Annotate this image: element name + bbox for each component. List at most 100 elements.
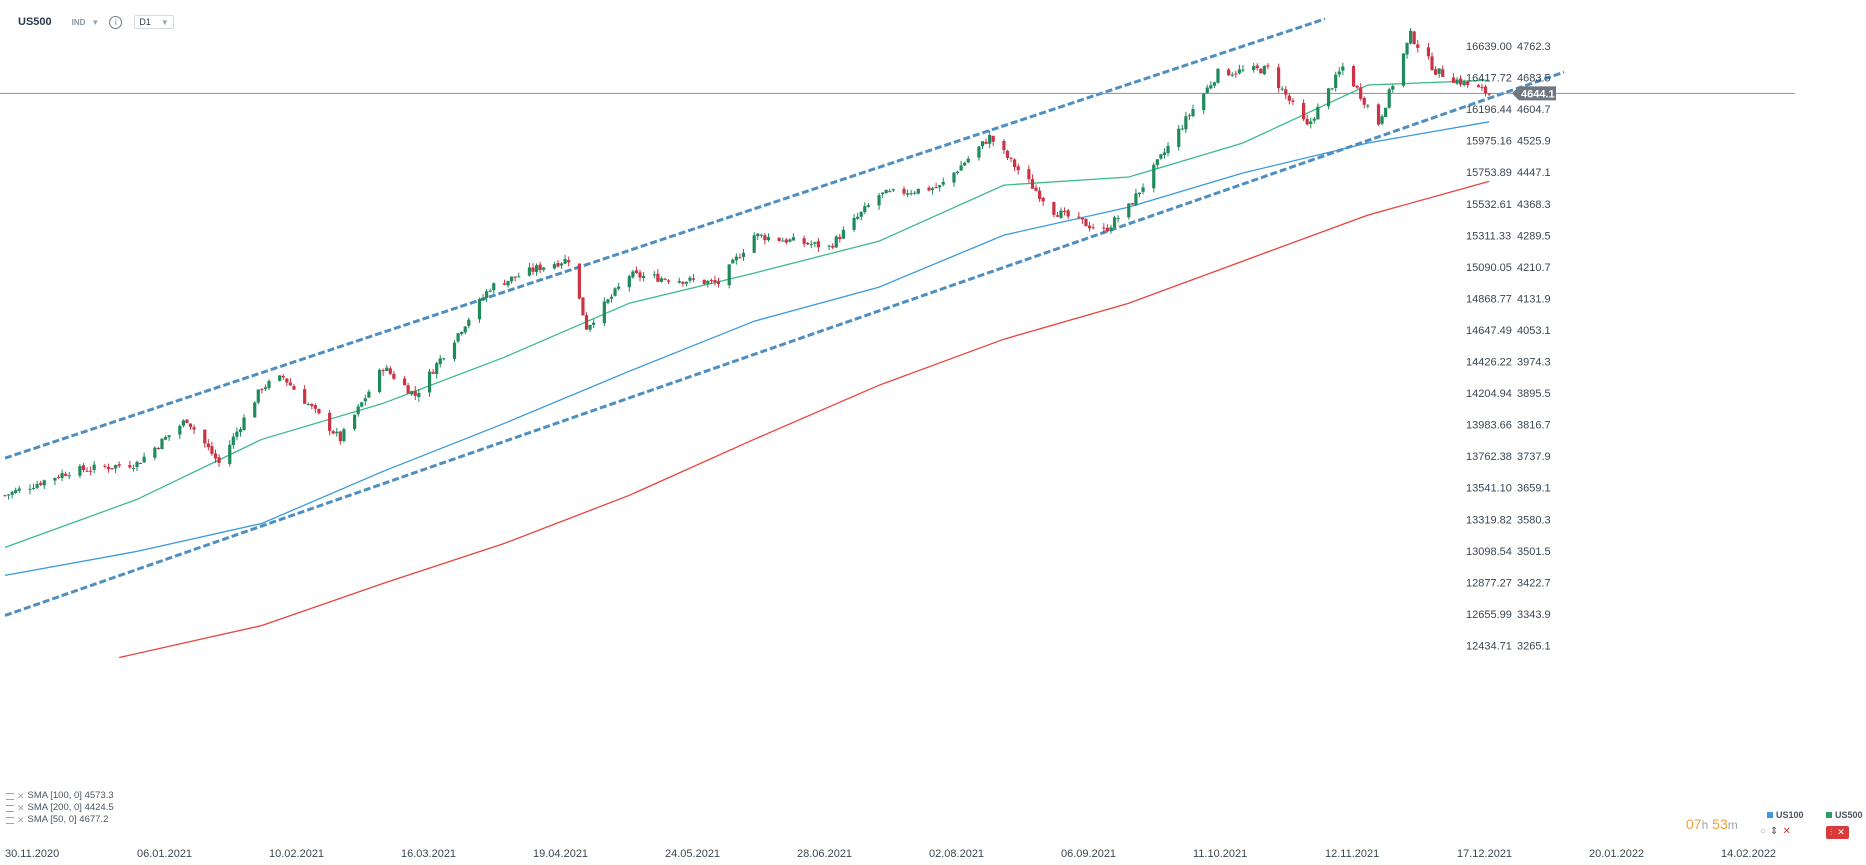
candle-down: [313, 405, 317, 409]
candle-up: [781, 240, 785, 242]
candle-up: [909, 193, 913, 195]
candle-down: [39, 482, 43, 485]
info-icon[interactable]: i: [109, 15, 123, 29]
settings-icon[interactable]: [6, 804, 14, 812]
candle-up: [78, 466, 82, 476]
candle-up: [941, 181, 945, 185]
candle-up: [67, 475, 71, 477]
symbol-label[interactable]: US500: [18, 16, 52, 28]
candle-up: [606, 299, 610, 303]
candle-up: [913, 192, 917, 194]
chevron-down-icon[interactable]: ▼: [91, 17, 100, 27]
candle-up: [492, 283, 496, 291]
candle-up: [1384, 107, 1388, 117]
candle-down: [402, 378, 407, 386]
x-tick-label: 12.11.2021: [1325, 848, 1379, 860]
circle-icon[interactable]: ○: [1760, 826, 1767, 837]
price-tag-shape: [1512, 86, 1556, 101]
candle-up: [367, 391, 371, 398]
candle-up: [267, 380, 271, 389]
candle-down: [1458, 78, 1463, 85]
candle-down: [185, 419, 189, 423]
y-tick-label: 3974.3: [1517, 357, 1551, 369]
y-tick-label-secondary: 14647.49: [1466, 325, 1512, 337]
candle-up: [1202, 93, 1206, 111]
candle-down: [567, 260, 571, 263]
candle-up: [1341, 66, 1345, 71]
candle-up: [410, 391, 414, 395]
settings-icon[interactable]: [6, 792, 14, 800]
legend-row[interactable]: ✕ SMA [200, 0] 4424.5: [6, 802, 114, 814]
candle-down: [1305, 119, 1309, 125]
candle-up: [659, 278, 664, 282]
candle-down: [413, 390, 417, 396]
instrument-tools: ⫶ ✕: [1826, 826, 1849, 839]
legend-row[interactable]: ✕ SMA [50, 0] 4677.2: [6, 814, 114, 826]
candle-up: [891, 189, 895, 191]
y-tick-label-secondary: 14204.94: [1466, 388, 1512, 400]
close-icon[interactable]: ✕: [1782, 826, 1791, 837]
candle-down: [1027, 169, 1031, 180]
candle-up: [1216, 68, 1220, 83]
candle-up: [791, 237, 796, 241]
candle-down: [1009, 157, 1013, 159]
candle-down: [1041, 197, 1045, 202]
candle-up: [888, 191, 892, 193]
candle-down: [691, 278, 696, 280]
x-tick-label: 14.02.2022: [1721, 848, 1776, 860]
candle-up: [463, 326, 467, 333]
close-icon[interactable]: ✕: [17, 803, 25, 813]
y-tick-label-secondary: 15311.33: [1466, 230, 1511, 242]
candle-up: [1180, 128, 1184, 130]
candle-down: [206, 443, 210, 448]
timeframe-select[interactable]: D1 ▼: [134, 15, 174, 29]
candle-up: [153, 447, 157, 458]
instrument-us100[interactable]: US100: [1767, 810, 1804, 820]
candle-down: [1005, 150, 1010, 158]
sort-icon[interactable]: ⇕: [1770, 826, 1779, 837]
candle-up: [1155, 159, 1159, 165]
candle-up: [1109, 227, 1113, 232]
candle-down: [838, 236, 842, 240]
candle-up: [163, 437, 168, 440]
candle-down: [285, 378, 289, 383]
candle-down: [1487, 93, 1491, 95]
close-icon[interactable]: ✕: [17, 815, 25, 825]
candle-down: [1062, 210, 1067, 212]
candlesticks: [3, 28, 1491, 500]
legend-row[interactable]: ✕ SMA [100, 0] 4573.3: [6, 790, 114, 802]
candle-up: [884, 189, 888, 194]
candle-down: [709, 280, 713, 282]
candle-up: [1237, 69, 1241, 74]
candle-down: [1355, 85, 1359, 88]
candle-down: [1359, 87, 1363, 99]
remove-instrument-button[interactable]: ⫶ ✕: [1826, 826, 1849, 839]
countdown-minutes: 53: [1712, 816, 1728, 832]
settings-icon[interactable]: [6, 816, 14, 824]
candle-up: [966, 158, 970, 163]
candle-down: [281, 376, 285, 378]
close-icon[interactable]: ✕: [17, 791, 25, 801]
candle-up: [602, 301, 606, 324]
y-tick-label-secondary: 15975.16: [1466, 136, 1512, 148]
candle-up: [859, 211, 863, 217]
current-price-label: 4644.1: [1521, 88, 1555, 100]
candle-up: [1405, 42, 1409, 55]
candle-up: [952, 172, 956, 183]
instrument-us500[interactable]: US500: [1826, 810, 1863, 820]
candle-up: [980, 141, 985, 147]
instrument-tools: ○ ⇕ ✕: [1760, 826, 1791, 837]
candle-down: [1301, 102, 1306, 120]
close-icon: ✕: [1837, 827, 1845, 837]
sma-200-line: [119, 180, 1490, 659]
candle-down: [110, 468, 114, 470]
candle-up: [278, 375, 282, 381]
candle-down: [902, 188, 906, 194]
candle-down: [1284, 89, 1288, 95]
candle-down: [1052, 202, 1056, 215]
candle-down: [1351, 66, 1356, 87]
candle-up: [1280, 88, 1284, 90]
candle-up: [627, 276, 631, 288]
indicator-legend: ✕ SMA [100, 0] 4573.3 ✕ SMA [200, 0] 442…: [6, 790, 114, 826]
